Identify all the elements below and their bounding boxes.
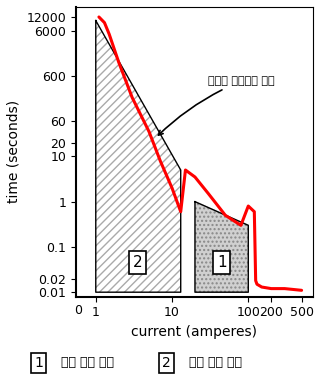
Text: 1: 1 — [34, 356, 43, 370]
Text: 병렬 아크 영역: 병렬 아크 영역 — [61, 356, 114, 369]
Y-axis label: time (seconds): time (seconds) — [7, 100, 21, 203]
Text: 2: 2 — [162, 356, 171, 370]
Text: 1: 1 — [217, 255, 227, 270]
Text: 차단기 동작시간 공선: 차단기 동작시간 공선 — [158, 76, 275, 135]
Polygon shape — [96, 21, 181, 292]
Polygon shape — [195, 202, 248, 292]
Text: 2: 2 — [132, 255, 142, 270]
Text: 직렬 아크 영역: 직렬 아크 영역 — [189, 356, 242, 369]
X-axis label: current (amperes): current (amperes) — [131, 325, 257, 339]
Text: 0: 0 — [74, 304, 82, 317]
